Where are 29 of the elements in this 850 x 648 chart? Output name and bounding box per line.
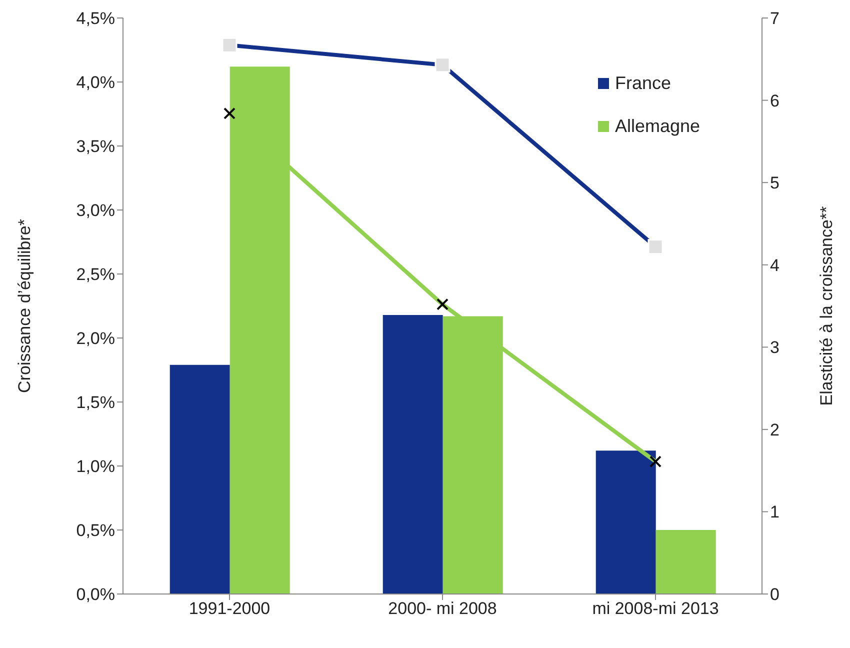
bar: [382, 314, 443, 594]
x-tick-label: mi 2008-mi 2013: [592, 599, 719, 618]
y-tick-label: 1,5%: [76, 393, 115, 412]
y-tick-label: 4,5%: [76, 9, 115, 28]
y-tick-label: 1,0%: [76, 457, 115, 476]
legend-label: France: [615, 73, 672, 94]
legend-label: Allemagne: [615, 116, 700, 137]
y-tick-label: 3,0%: [76, 201, 115, 220]
x-tick-label: 1991-2000: [188, 599, 270, 618]
y-tick-label: 4,0%: [76, 73, 115, 92]
y2-axis-title: Elasticité à la croissance**: [817, 206, 836, 406]
y-tick-label: 0,0%: [76, 585, 115, 604]
y2-tick-label: 4: [770, 256, 780, 275]
y2-tick-label: 2: [770, 420, 780, 440]
y2-tick-label: 1: [770, 502, 780, 522]
y2-tick-label: 0: [770, 585, 780, 604]
y2-tick-label: 6: [770, 91, 780, 110]
x-tick-label: 2000- mi 2008: [388, 599, 497, 618]
bar: [170, 364, 230, 594]
y-tick-label: 2,5%: [76, 265, 115, 284]
y2-tick-label: 3: [770, 338, 780, 358]
bar: [656, 530, 716, 594]
y-tick-label: 3,5%: [76, 137, 115, 156]
y-tick-label: 2,0%: [76, 329, 115, 348]
y2-tick-label: 7: [770, 9, 780, 28]
y-axis-title: Croissance d’équilibre*: [15, 218, 34, 393]
y-tick-label: 0,5%: [76, 521, 115, 540]
y2-tick-label: 5: [770, 174, 780, 193]
bar: [596, 450, 656, 594]
